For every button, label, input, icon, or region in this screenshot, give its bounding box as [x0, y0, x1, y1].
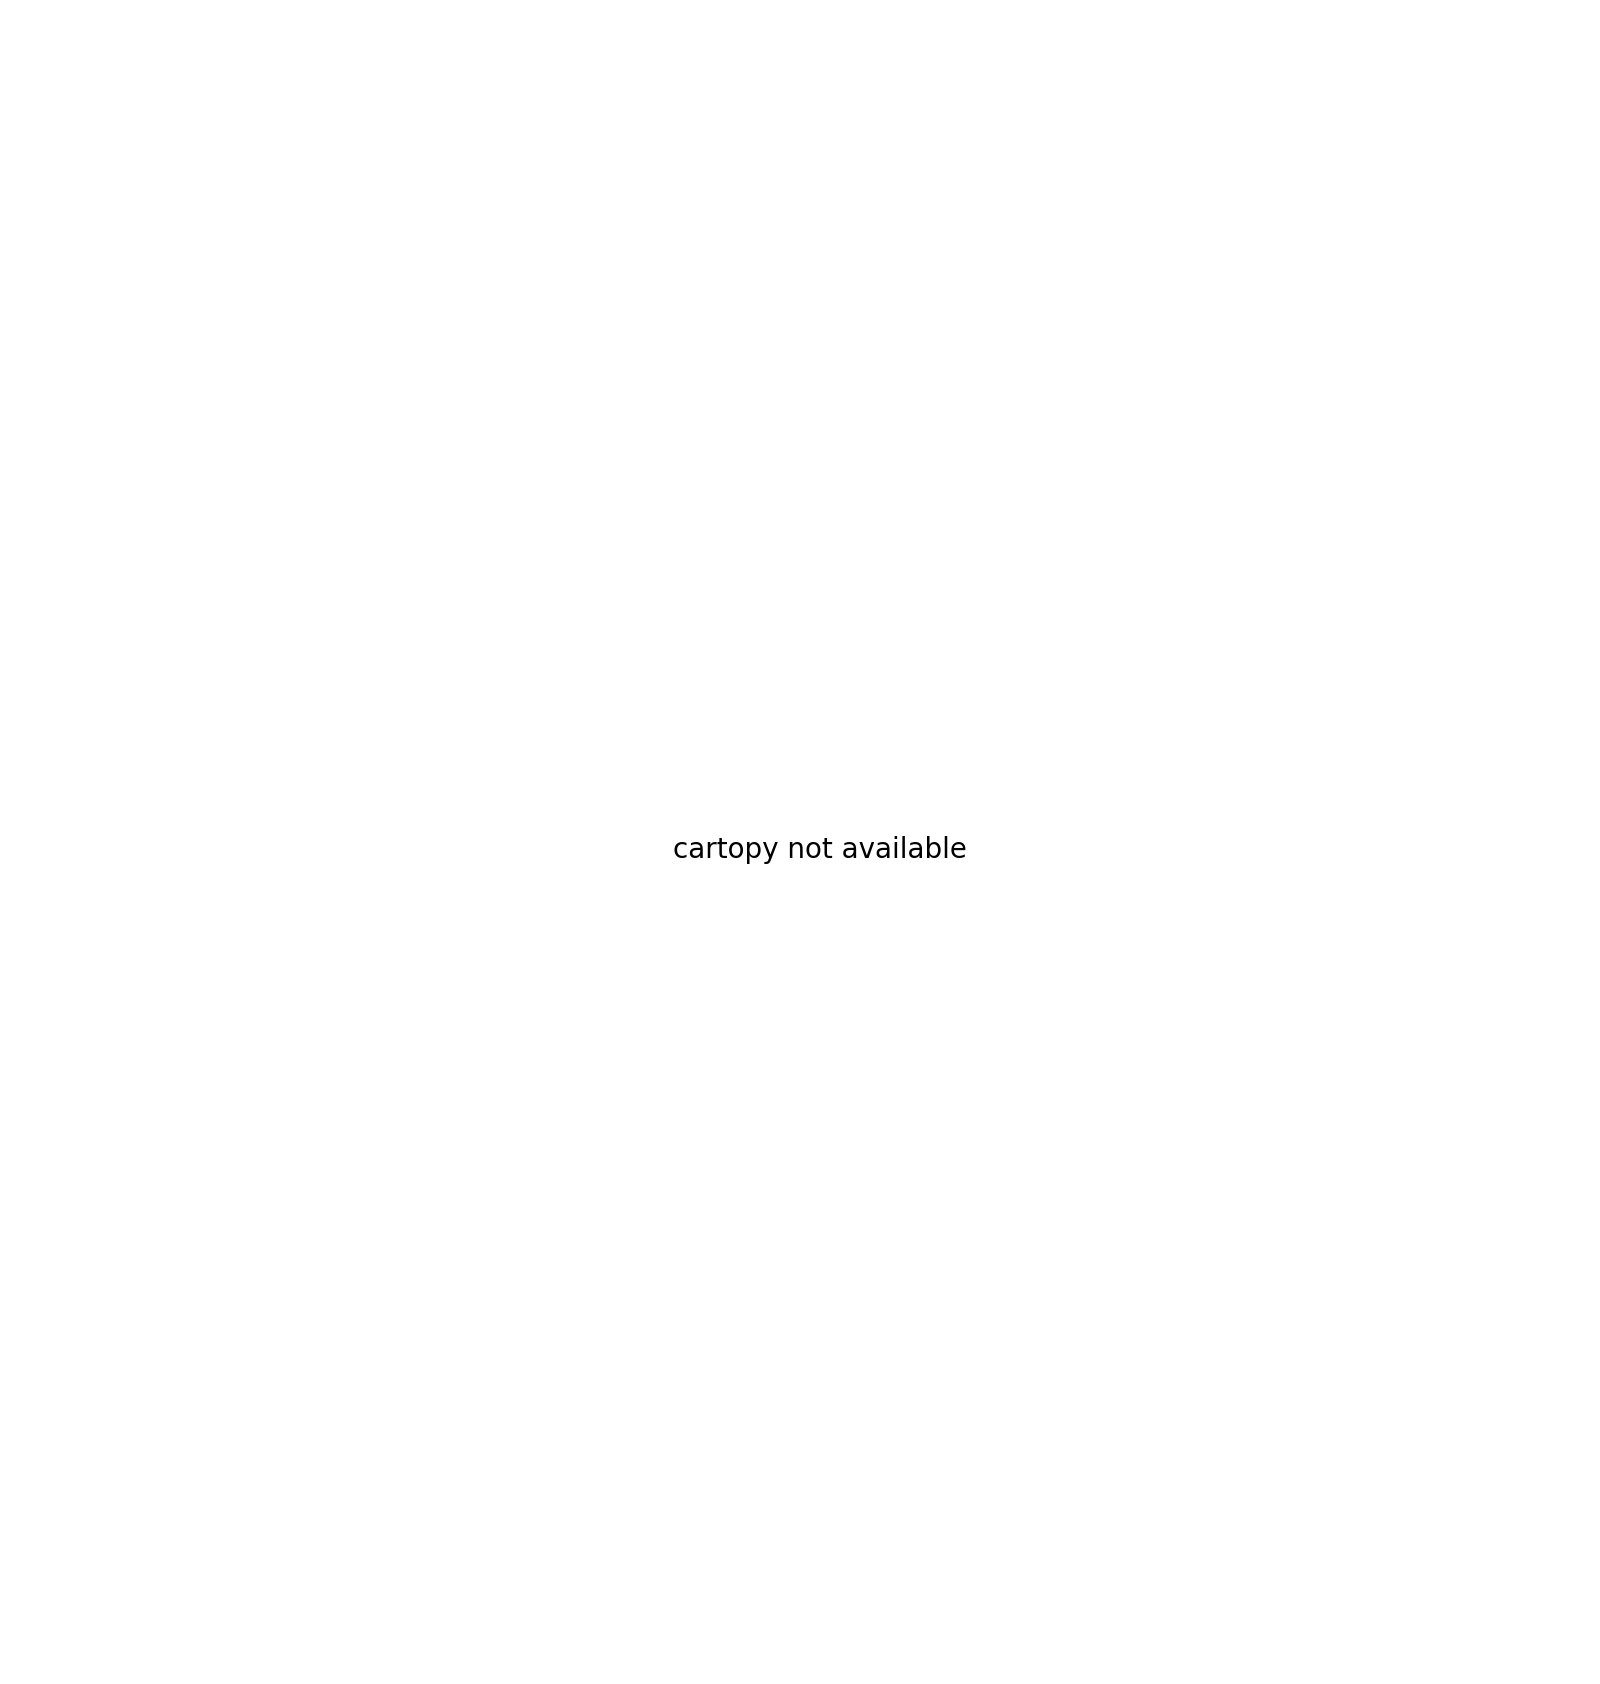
Text: cartopy not available: cartopy not available	[674, 837, 966, 864]
